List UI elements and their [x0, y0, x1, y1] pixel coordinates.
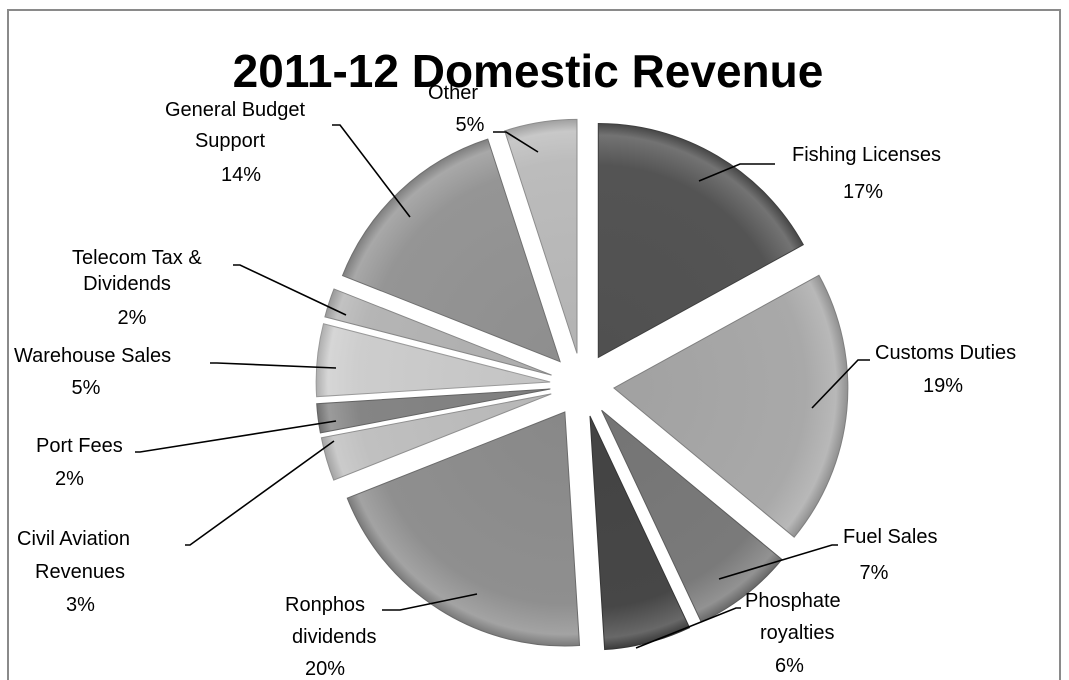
leader-line-7	[135, 420, 337, 453]
leader-line-5	[382, 593, 478, 611]
leader-line-11	[493, 131, 539, 153]
slice-percent-8: 5%	[72, 377, 101, 399]
slice-percent-10: 14%	[221, 164, 261, 186]
leader-line-3	[718, 544, 838, 580]
slice-percent-7: 2%	[55, 468, 84, 490]
leader-line-9	[233, 264, 347, 316]
slice-label-3-line-1: Fuel Sales	[843, 526, 938, 548]
slice-label-6-line-1: Civil Aviation	[17, 528, 130, 550]
slice-label-10-line-1: General Budget	[165, 99, 306, 121]
pie-slice-2	[612, 274, 849, 538]
pie-slice-1	[597, 122, 805, 359]
slice-label-7-line-1: Port Fees	[36, 435, 123, 457]
pie-slice-7	[316, 388, 551, 434]
slice-label-6-line-2: Revenues	[35, 561, 125, 583]
slice-percent-3: 7%	[860, 562, 889, 584]
leader-line-6	[185, 440, 335, 546]
slice-label-2-line-1: Customs Duties	[875, 342, 1016, 364]
pie-slice-9	[324, 288, 552, 376]
leader-line-8	[210, 362, 337, 369]
leader-line-2	[811, 359, 870, 409]
slice-percent-6: 3%	[66, 594, 95, 616]
slice-label-11-line-1: Other	[428, 82, 478, 104]
slice-label-4-line-2: royalties	[760, 622, 834, 644]
slice-percent-5: 20%	[305, 658, 345, 680]
leader-line-1	[698, 163, 775, 182]
pie-slice-8	[315, 323, 551, 398]
leader-line-4	[635, 607, 741, 649]
slice-label-10-line-2: Support	[195, 130, 265, 152]
slice-percent-11: 5%	[456, 114, 485, 136]
slice-percent-4: 6%	[775, 655, 804, 677]
leader-lines	[135, 124, 870, 649]
slice-label-4-line-1: Phosphate	[745, 590, 841, 612]
slice-label-9-line-1: Telecom Tax &	[72, 247, 202, 269]
slice-label-8-line-1: Warehouse Sales	[14, 345, 171, 367]
pie-slice-6	[320, 393, 552, 481]
pie-slice-10	[341, 138, 561, 363]
slice-percent-1: 17%	[843, 181, 883, 203]
leader-line-10	[332, 124, 411, 218]
pie-slice-5	[346, 411, 581, 647]
pie-slices	[315, 118, 849, 651]
slice-percent-2: 19%	[923, 375, 963, 397]
chart-title: 2011-12 Domestic Revenue	[233, 45, 824, 97]
chart-frame	[7, 9, 1061, 680]
slice-label-9-line-2: Dividends	[83, 273, 171, 295]
slice-label-5-line-1: Ronphos	[285, 594, 365, 616]
slice-label-5-line-2: dividends	[292, 626, 377, 648]
slice-labels: Fishing Licenses 17% Customs Duties 19% Fuel…	[14, 82, 1016, 680]
slice-percent-9: 2%	[118, 307, 147, 329]
slice-label-1-line-1: Fishing Licenses	[792, 144, 941, 166]
pie-slice-11	[504, 118, 578, 354]
